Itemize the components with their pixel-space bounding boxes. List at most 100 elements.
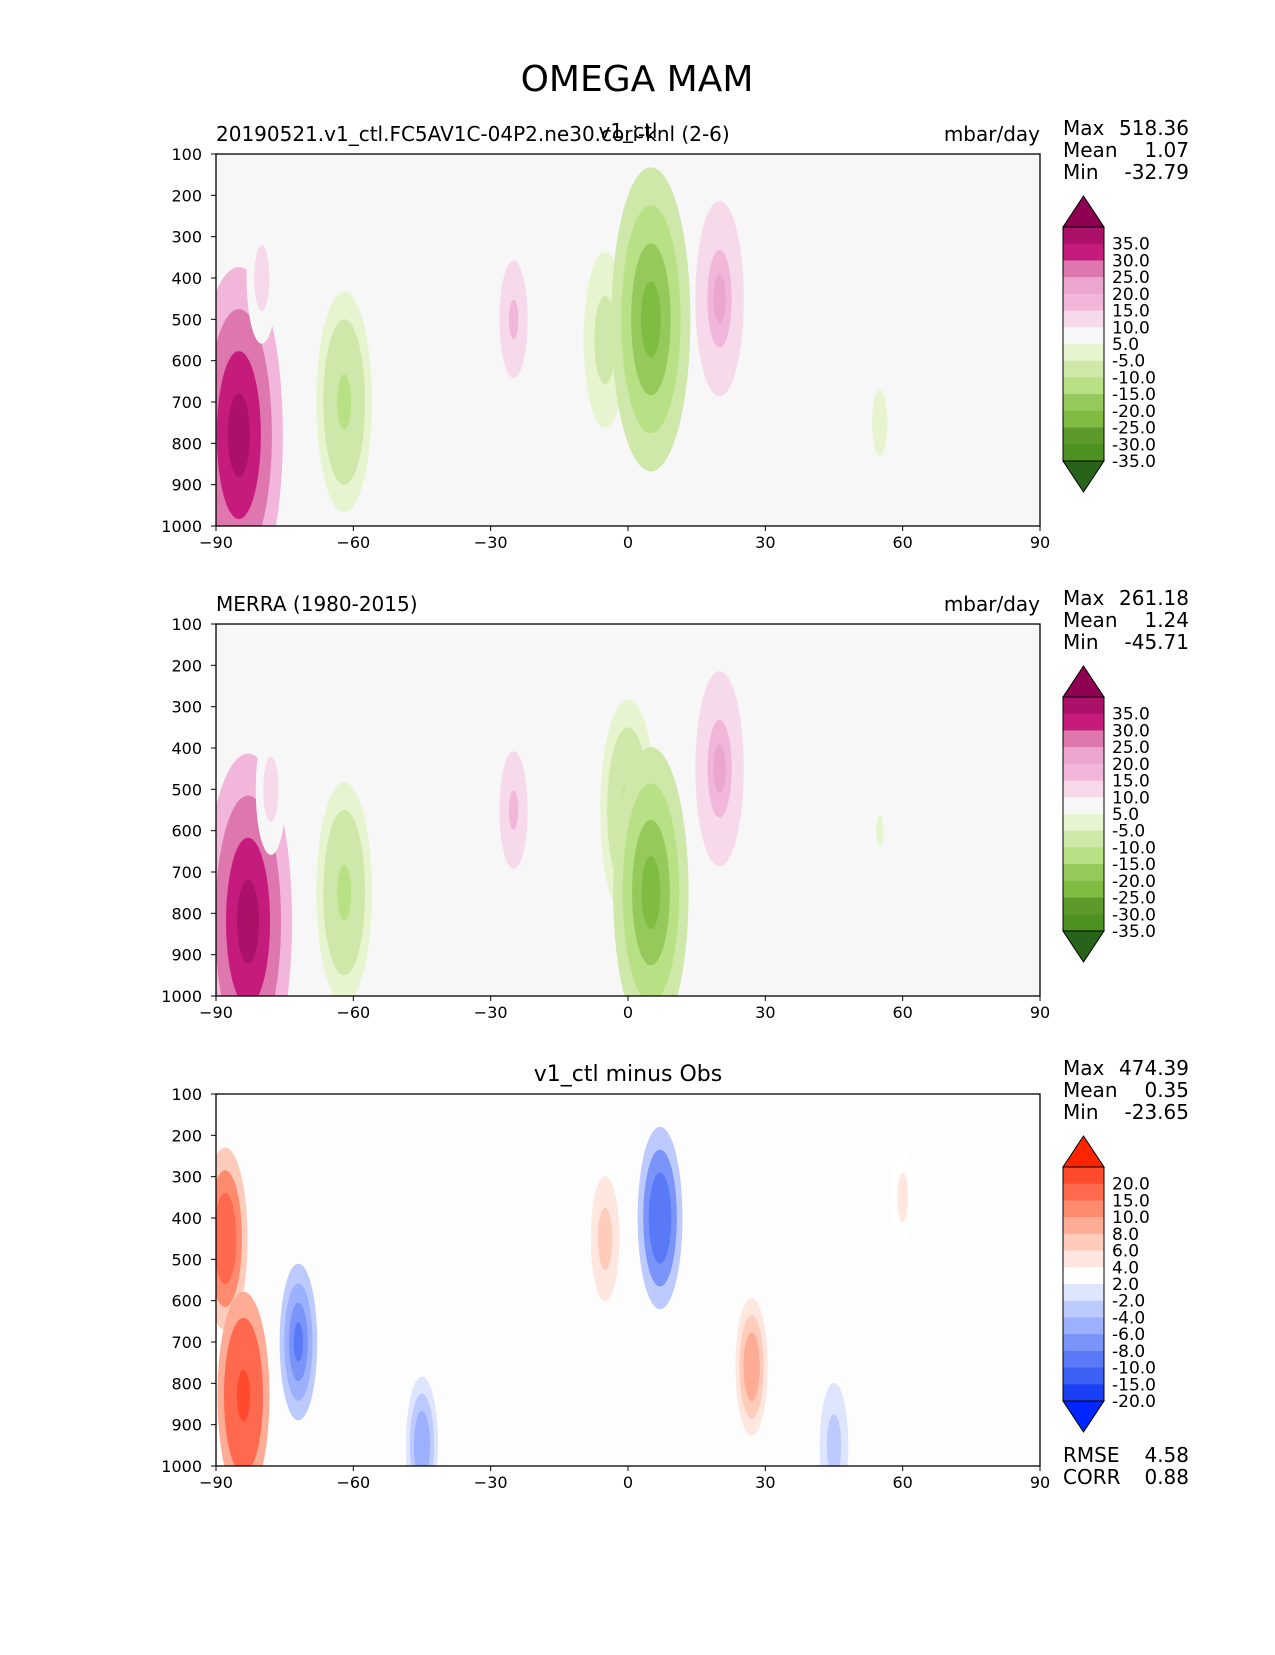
colorbar-segment <box>1063 830 1104 848</box>
colorbar-extend-max <box>1062 195 1105 228</box>
corr-value: 0.88 <box>1144 1465 1189 1489</box>
y-tick-label: 1000 <box>161 987 202 1006</box>
contour-feature <box>713 744 726 794</box>
contour-feature <box>219 1215 231 1262</box>
colorbar-level-label: -15.0 <box>1112 385 1156 405</box>
y-tick-label: 800 <box>171 1374 202 1393</box>
max-label: Max <box>1063 586 1105 610</box>
colorbar-difference: 20.015.010.08.06.04.02.0-2.0-4.0-6.0-8.0… <box>1062 1135 1156 1433</box>
y-tick-label: 100 <box>171 615 202 634</box>
colorbar-segment <box>1063 1334 1104 1352</box>
contour-feature <box>875 406 884 440</box>
min-label: Min <box>1063 1100 1099 1124</box>
x-tick-label: 0 <box>623 1473 633 1492</box>
contour-feature <box>236 1369 250 1422</box>
y-tick-label: 600 <box>171 822 202 841</box>
colorbar-extend-min <box>1062 460 1105 493</box>
colorbar-segment <box>1063 713 1104 731</box>
colorbar-segment <box>1063 797 1104 815</box>
field-reference <box>216 624 1040 996</box>
colorbar-segment <box>1063 427 1104 445</box>
metrics-difference: RMSE 4.58 CORR 0.88 <box>1063 1443 1189 1489</box>
colorbar-segment <box>1063 394 1104 412</box>
x-tick-label: −30 <box>474 1473 508 1492</box>
colorbar-segment <box>1063 780 1104 798</box>
contour-feature <box>713 274 726 324</box>
mean-label: Mean <box>1063 608 1118 632</box>
mean-value: 0.35 <box>1144 1078 1189 1102</box>
x-tick-label: −90 <box>199 1473 233 1492</box>
colorbar-segment <box>1063 260 1104 278</box>
y-tick-label: 800 <box>171 434 202 453</box>
y-tick-label: 900 <box>171 946 202 965</box>
colorbar-segment <box>1063 1167 1104 1185</box>
colorbar-level-label: 4.0 <box>1112 1258 1139 1278</box>
contour-feature <box>337 374 352 430</box>
contour-feature <box>641 281 661 358</box>
colorbar-level-label: -5.0 <box>1112 352 1145 372</box>
colorbar-segment <box>1063 1350 1104 1369</box>
colorbar-segment <box>1063 1183 1104 1201</box>
colorbar-level-label: 15.0 <box>1112 302 1150 322</box>
max-value: 518.36 <box>1119 116 1189 140</box>
panel-reference: MERRA (1980-2015) mbar/day −90 −60 −30 0 30 6… <box>161 586 1189 1022</box>
field-background <box>216 1094 1040 1466</box>
y-tick-label: 700 <box>171 1333 202 1352</box>
x-tick-label: 0 <box>623 1003 633 1022</box>
mean-value: 1.24 <box>1144 608 1189 632</box>
contour-feature <box>641 856 661 930</box>
contour-feature <box>237 879 260 964</box>
colorbar-level-label: 10.0 <box>1112 318 1150 338</box>
colorbar-segment <box>1063 1233 1104 1252</box>
colorbar-extend-min <box>1062 1400 1105 1433</box>
y-tick-label: 800 <box>171 904 202 923</box>
y-tick-label: 700 <box>171 393 202 412</box>
x-tick-label: 60 <box>892 533 912 552</box>
colorbar-reference: 35.030.025.020.015.010.05.0-5.0-10.0-15.… <box>1062 665 1156 963</box>
y-tick-label: 300 <box>171 1168 202 1187</box>
contour-feature <box>601 1223 609 1255</box>
colorbar-level-label: 35.0 <box>1112 235 1150 255</box>
contour-feature <box>654 1195 666 1241</box>
colorbar-level-label: -2.0 <box>1112 1292 1145 1312</box>
colorbar-extend-max <box>1062 665 1105 698</box>
contour-feature <box>508 299 519 339</box>
colorbar-segment <box>1063 1300 1104 1318</box>
mean-label: Mean <box>1063 1078 1118 1102</box>
colorbar-frame <box>1062 696 1105 932</box>
colorbar-level-label: -10.0 <box>1112 1359 1156 1379</box>
contour-feature <box>876 815 884 847</box>
colorbar-extend-min <box>1062 930 1105 963</box>
colorbar-level-label: 30.0 <box>1112 721 1150 741</box>
y-tick-label: 400 <box>171 739 202 758</box>
colorbar-segment <box>1063 763 1104 782</box>
panel-title-center-test: v1_ctl <box>599 119 658 143</box>
min-label: Min <box>1063 630 1099 654</box>
panel-title-left-reference: MERRA (1980-2015) <box>216 592 418 616</box>
y-tick-label: 400 <box>171 269 202 288</box>
y-tick-label: 700 <box>171 863 202 882</box>
y-tick-label: 200 <box>171 186 202 205</box>
x-tick-label: −90 <box>199 533 233 552</box>
mean-value: 1.07 <box>1144 138 1189 162</box>
colorbar-level-label: -25.0 <box>1112 889 1156 909</box>
colorbar-level-label: -4.0 <box>1112 1308 1145 1328</box>
x-tick-label: −90 <box>199 1003 233 1022</box>
colorbar-level-label: -30.0 <box>1112 905 1156 925</box>
contour-feature <box>508 790 519 830</box>
colorbar-segment <box>1063 1217 1104 1235</box>
x-tick-label: 30 <box>755 1003 775 1022</box>
colorbar-level-label: 15.0 <box>1112 772 1150 792</box>
panel-units-reference: mbar/day <box>944 592 1040 616</box>
x-tick-label: −60 <box>336 533 370 552</box>
colorbar-level-label: -5.0 <box>1112 822 1145 842</box>
x-tick-label: 30 <box>755 533 775 552</box>
panel-title-center-difference: v1_ctl minus Obs <box>534 1062 722 1087</box>
x-tick-label: −30 <box>474 533 508 552</box>
axes-reference: −90 −60 −30 0 30 60 90 100 200 300 400 500 600 700 800… <box>161 615 1050 1022</box>
colorbar-level-label: 35.0 <box>1112 705 1150 725</box>
x-tick-label: −60 <box>336 1003 370 1022</box>
colorbar-level-label: -25.0 <box>1112 419 1156 439</box>
contour-feature <box>267 772 275 806</box>
max-value: 474.39 <box>1119 1056 1189 1080</box>
